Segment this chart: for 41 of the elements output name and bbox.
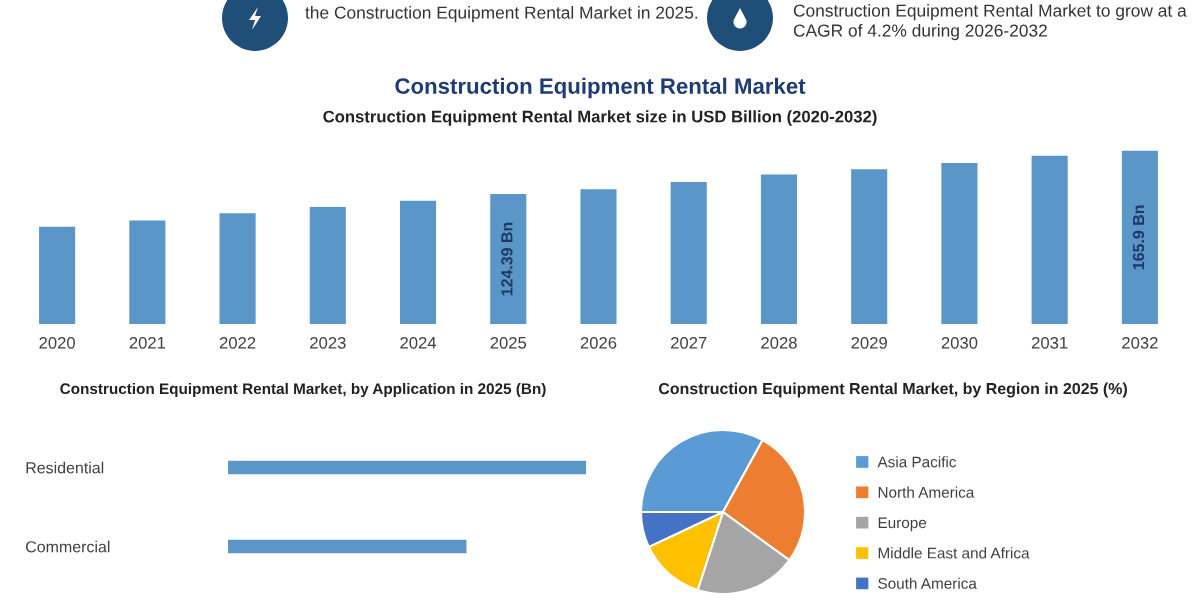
bar — [670, 181, 707, 324]
text: the Construction Equipment Rental Market in 2025. — [305, 6, 698, 23]
legend-label: South America — [878, 577, 977, 589]
legend-label: Asia Pacific — [877, 456, 957, 468]
legend-label: North America — [878, 486, 975, 498]
bar — [309, 206, 346, 324]
bar — [760, 174, 798, 324]
x-tick-label: 2021 — [129, 336, 166, 349]
bar — [219, 213, 256, 324]
bar — [490, 194, 527, 324]
bar — [129, 220, 166, 324]
x-tick-label: 2026 — [580, 336, 617, 349]
x-tick-label: 2024 — [400, 336, 437, 349]
x-tick-label: 2022 — [219, 336, 256, 349]
x-tick-label: 2025 — [490, 336, 527, 349]
x-tick-label: 2029 — [851, 336, 887, 349]
chart-title: Construction Equipment Rental Market, by Application in 2025 (Bn) — [60, 382, 546, 398]
chart-subtitle: Construction Equipment Rental Market size in USD Billion (2020-2032) — [323, 110, 877, 126]
bar — [580, 189, 617, 324]
x-tick-label: 2032 — [1122, 336, 1158, 349]
legend-label: Europe — [878, 517, 927, 532]
bar — [851, 169, 888, 324]
bar — [1121, 150, 1158, 324]
bar — [399, 200, 437, 324]
y-tick-label: Commercial — [26, 540, 110, 553]
x-tick-label: 2028 — [761, 336, 797, 349]
chart-title: Construction Equipment Rental Market, by Region in 2025 (%) — [658, 382, 1127, 398]
x-tick-label: 2031 — [1031, 336, 1068, 349]
chart-title: Construction Equipment Rental Market — [395, 77, 806, 99]
bar — [941, 163, 978, 324]
legend-label: Middle East and Africa — [878, 547, 1030, 559]
bar — [1031, 155, 1068, 324]
x-tick-label: 2030 — [941, 336, 978, 349]
x-tick-label: 2027 — [671, 336, 707, 349]
x-tick-label: 2020 — [39, 336, 75, 349]
bar — [39, 226, 76, 324]
x-tick-label: 2023 — [310, 336, 346, 349]
data-label: 165.9 Bn — [1132, 205, 1145, 270]
data-label: 124.39 Bn — [501, 222, 513, 296]
y-tick-label: Residential — [26, 461, 104, 474]
text: Construction Equipment Rental Market to grow at a CAGR of 4.2% during 2026-2032 — [793, 4, 1187, 41]
